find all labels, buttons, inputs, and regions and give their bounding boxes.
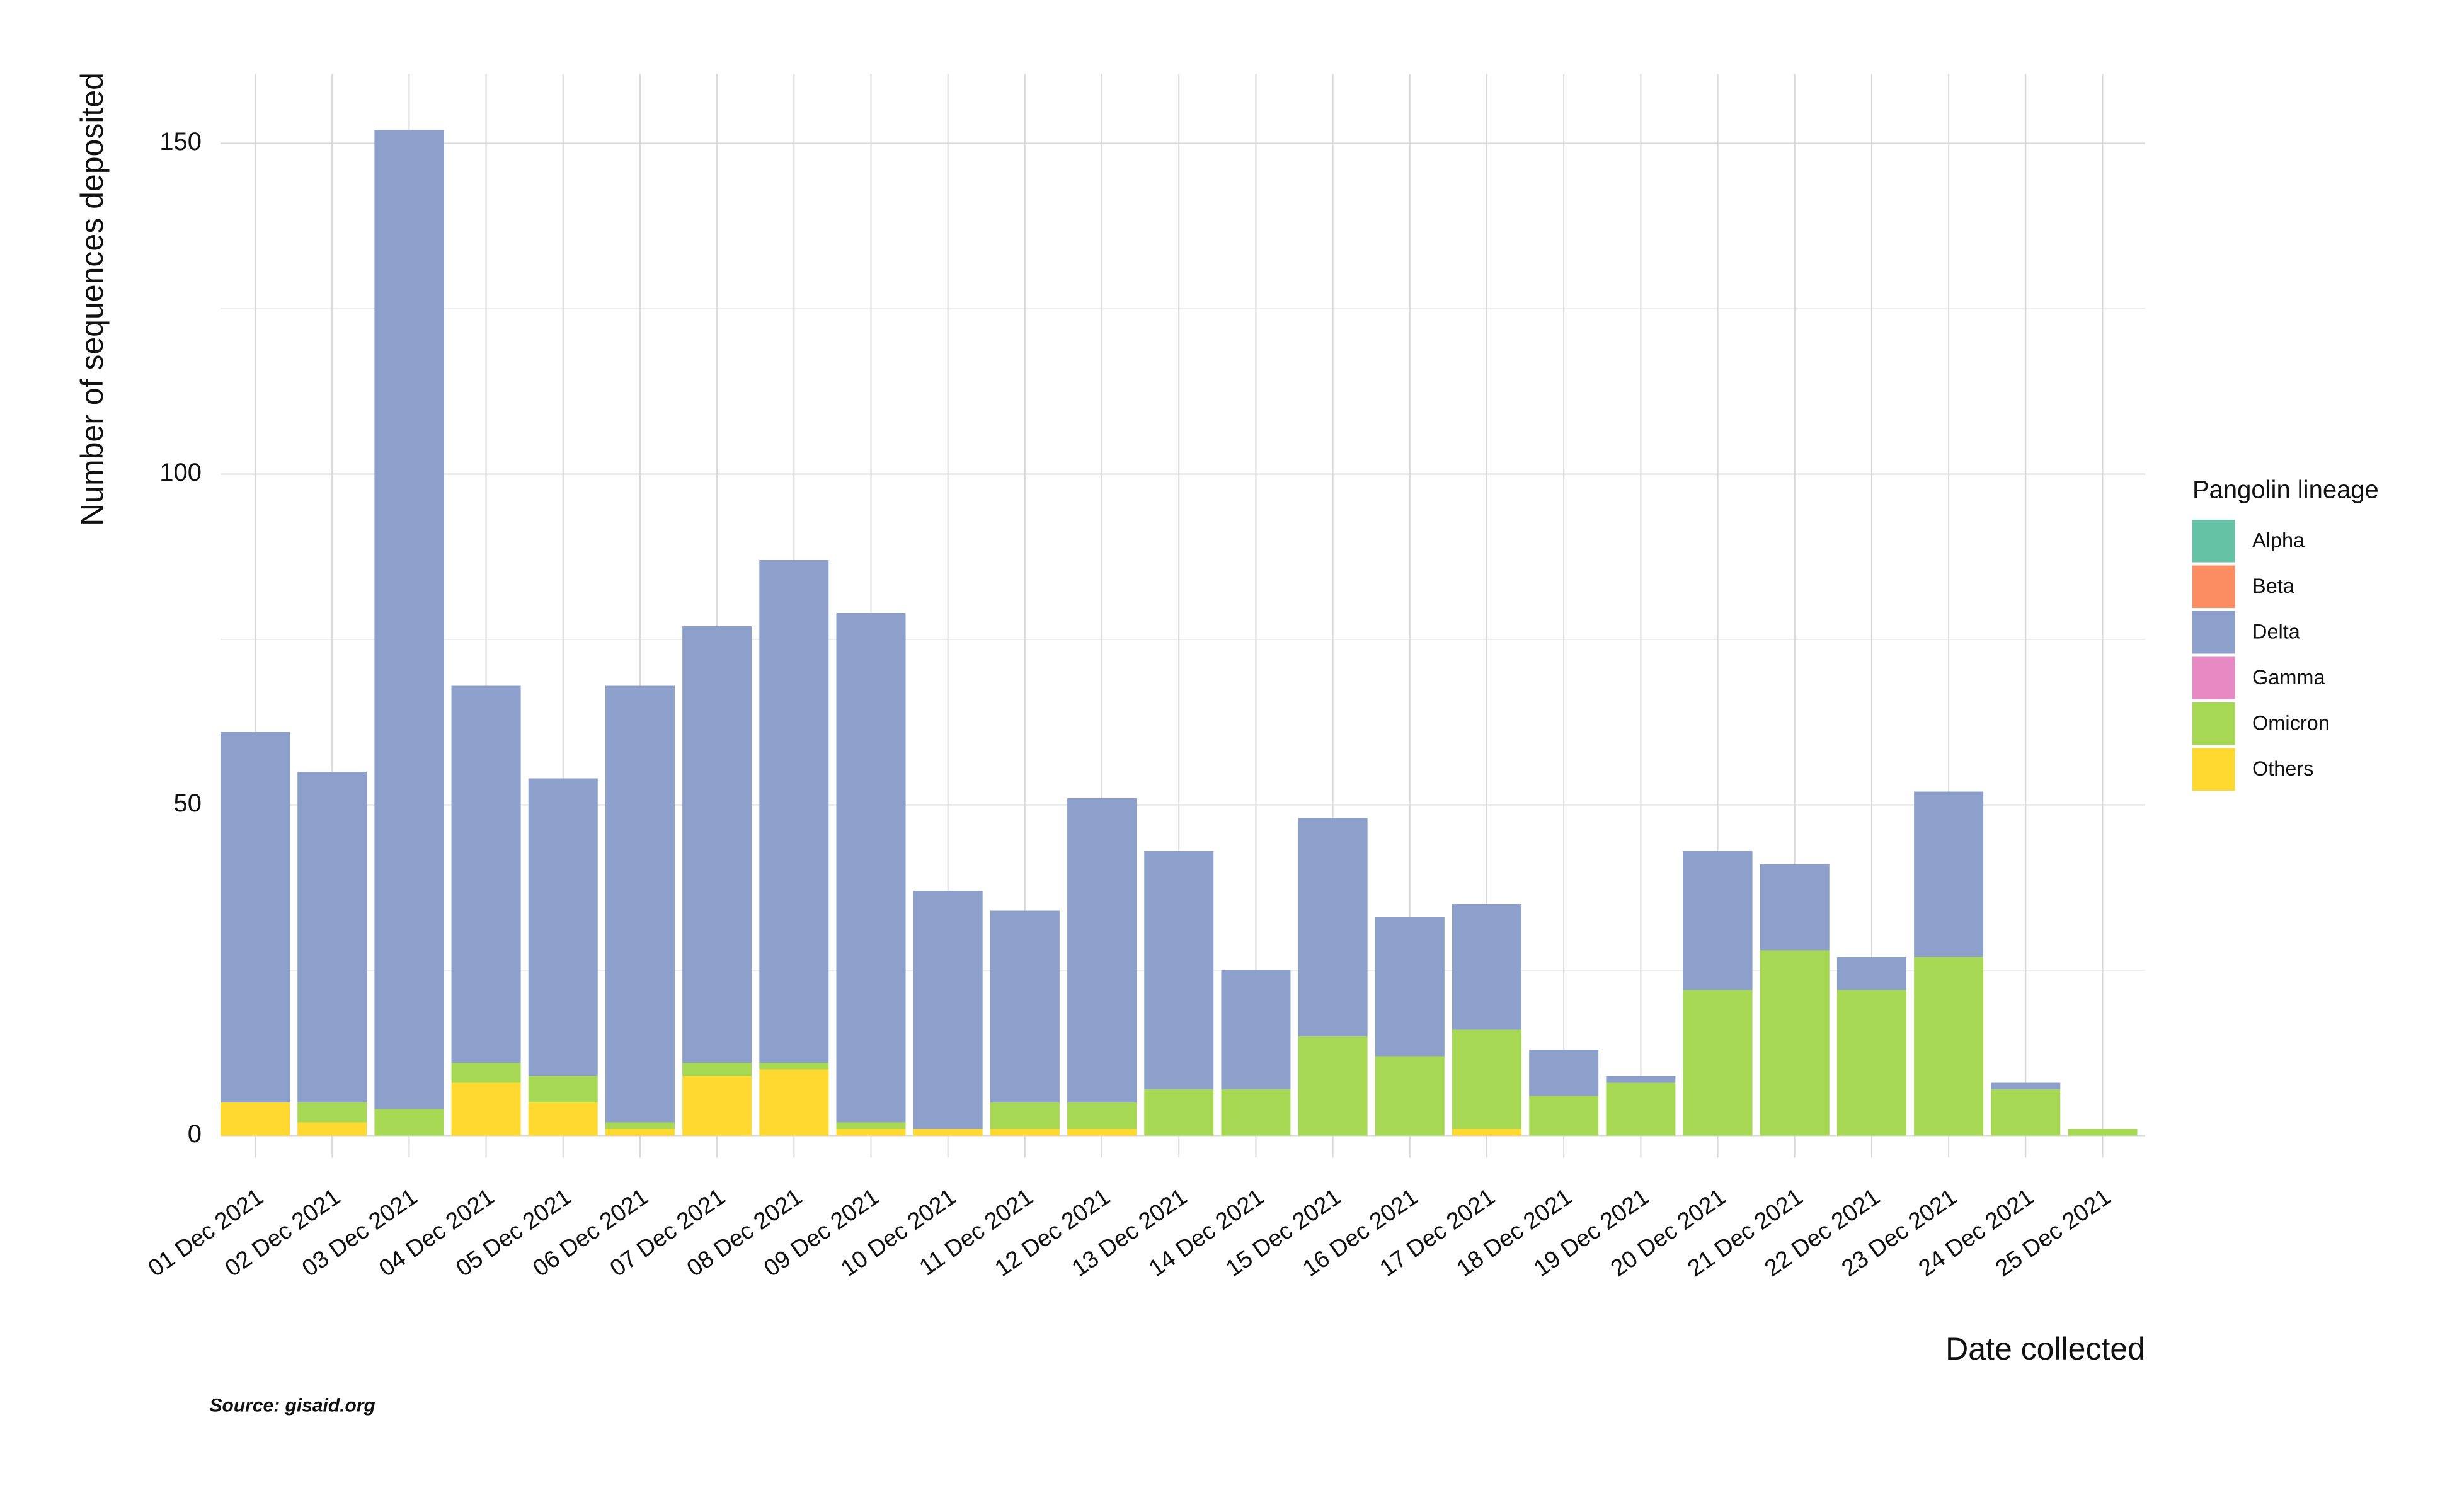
bar-segment bbox=[990, 1102, 1060, 1129]
legend-label: Gamma bbox=[2252, 666, 2326, 689]
bar-segment bbox=[1606, 1082, 1676, 1136]
legend-label: Delta bbox=[2252, 621, 2301, 643]
bar-segment bbox=[528, 1102, 598, 1136]
bar-segment bbox=[913, 891, 983, 1129]
y-tick-label: 0 bbox=[188, 1120, 202, 1148]
bar-segment bbox=[297, 1102, 367, 1123]
bar-segment bbox=[451, 1082, 521, 1136]
bar-segment bbox=[605, 1122, 675, 1129]
bar-segment bbox=[605, 1129, 675, 1136]
bar-segment bbox=[605, 685, 675, 1123]
legend-swatch bbox=[2192, 565, 2235, 608]
bar-segment bbox=[682, 1063, 752, 1076]
bar-segment bbox=[374, 130, 444, 1109]
bar-segment bbox=[220, 732, 290, 1102]
x-axis-label: Date collected bbox=[1945, 1331, 2145, 1366]
bar-segment bbox=[528, 778, 598, 1076]
bar-segment bbox=[1606, 1076, 1676, 1083]
bar-segment bbox=[297, 1122, 367, 1136]
bar-segment bbox=[1836, 990, 1906, 1136]
bar-segment bbox=[451, 685, 521, 1063]
bar-segment bbox=[1529, 1050, 1599, 1096]
bar-segment bbox=[1221, 970, 1291, 1089]
bar-segment bbox=[1452, 904, 1521, 1030]
bar-segment bbox=[1452, 1129, 1521, 1136]
legend-swatch bbox=[2192, 702, 2235, 745]
legend-title: Pangolin lineage bbox=[2192, 476, 2379, 504]
bar-segment bbox=[759, 1063, 829, 1070]
bar-segment bbox=[759, 1069, 829, 1136]
bar-segment bbox=[836, 613, 906, 1123]
bar-segment bbox=[1529, 1096, 1599, 1136]
bar-segment bbox=[1298, 818, 1368, 1036]
bar-segment bbox=[682, 1076, 752, 1136]
bar-segment bbox=[682, 626, 752, 1063]
legend-label: Alpha bbox=[2252, 529, 2305, 552]
bar-segment bbox=[990, 910, 1060, 1102]
y-tick-label: 50 bbox=[174, 789, 202, 817]
bar-segment bbox=[1067, 1129, 1137, 1136]
y-tick-label: 100 bbox=[159, 459, 202, 486]
legend-swatch bbox=[2192, 656, 2235, 699]
bar-segment bbox=[451, 1063, 521, 1083]
bar-segment bbox=[1375, 917, 1445, 1057]
legend-label: Omicron bbox=[2252, 712, 2330, 735]
bar-segment bbox=[1991, 1082, 2061, 1090]
bar-segment bbox=[1760, 864, 1830, 951]
bar-segment bbox=[1298, 1036, 1368, 1136]
y-axis-label: Number of sequences deposited bbox=[74, 72, 110, 526]
legend-label: Others bbox=[2252, 757, 2314, 780]
bar-segment bbox=[1991, 1089, 2061, 1136]
bar-segment bbox=[1760, 950, 1830, 1136]
bar-segment bbox=[1683, 990, 1753, 1136]
bar-segment bbox=[1067, 1102, 1137, 1129]
bar-segment bbox=[220, 1102, 290, 1136]
bar-segment bbox=[836, 1129, 906, 1136]
bar-segment bbox=[759, 560, 829, 1063]
legend-label: Beta bbox=[2252, 575, 2295, 597]
bar-segment bbox=[1221, 1089, 1291, 1136]
bar-segment bbox=[1375, 1056, 1445, 1136]
bar-segment bbox=[1452, 1029, 1521, 1129]
bar-segment bbox=[374, 1109, 444, 1136]
bar-segment bbox=[1144, 1089, 1214, 1136]
bar-segment bbox=[297, 772, 367, 1102]
bar-segment bbox=[2068, 1129, 2138, 1136]
bar-segment bbox=[1683, 851, 1753, 990]
bar-segment bbox=[990, 1129, 1060, 1136]
legend-swatch bbox=[2192, 748, 2235, 791]
bar-segment bbox=[836, 1122, 906, 1129]
bar-segment bbox=[1836, 957, 1906, 990]
source-note: Source: gisaid.org bbox=[210, 1395, 375, 1416]
bar-segment bbox=[1914, 791, 1984, 957]
bar-segment bbox=[1144, 851, 1214, 1090]
bar-segment bbox=[528, 1076, 598, 1102]
bar-segment bbox=[1914, 957, 1984, 1136]
legend-swatch bbox=[2192, 520, 2235, 563]
bar-segment bbox=[1067, 798, 1137, 1102]
legend-swatch bbox=[2192, 611, 2235, 654]
y-tick-label: 150 bbox=[159, 128, 202, 156]
bar-segment bbox=[913, 1129, 983, 1136]
